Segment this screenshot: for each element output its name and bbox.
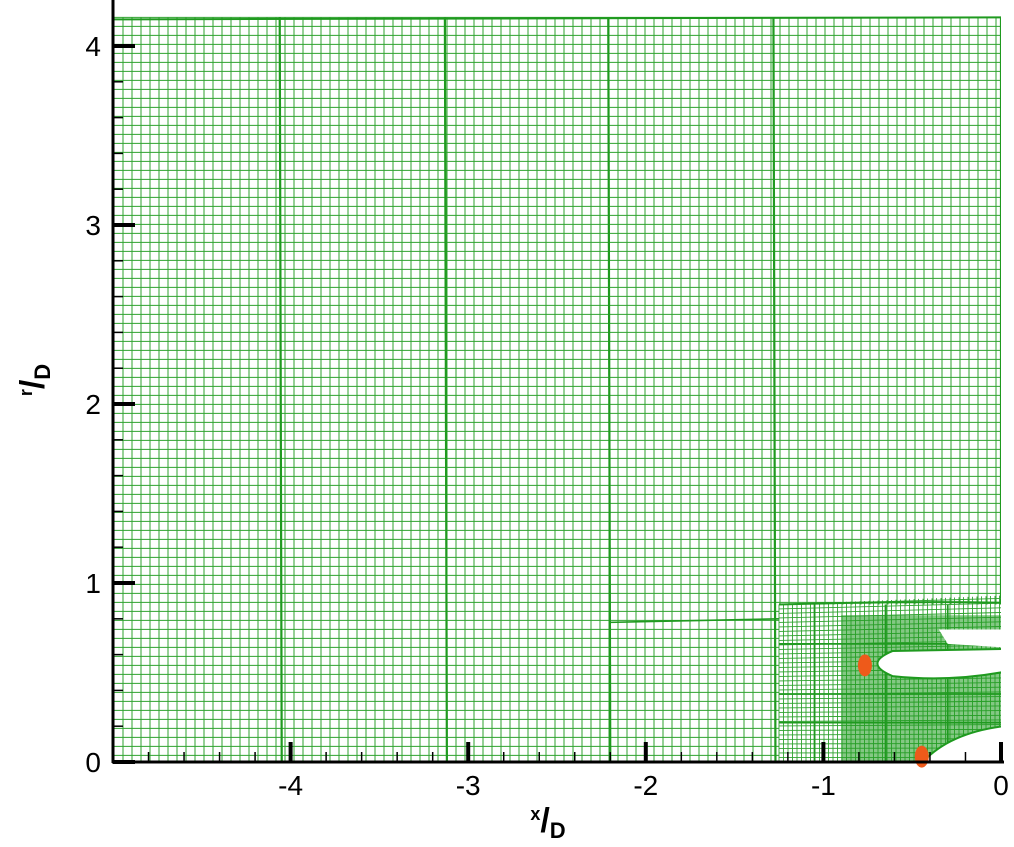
mesh-block-boundary <box>443 17 448 762</box>
y-axis-title: r/D <box>14 364 55 396</box>
y-tick-label: 4 <box>85 31 101 62</box>
x-tick-label: -2 <box>633 770 658 801</box>
y-tick-label: 1 <box>85 568 101 599</box>
x-tick-label: -3 <box>456 770 481 801</box>
fine-region-top-edge <box>778 601 1001 606</box>
x-axis-title: x/D <box>530 802 565 843</box>
y-tick-label: 2 <box>85 389 101 420</box>
highlight-marker <box>857 654 872 677</box>
body-lower-wedge <box>921 725 1001 762</box>
mesh-block-split <box>610 618 780 624</box>
y-axis-title-den: D <box>30 364 55 380</box>
x-tick-label: 0 <box>993 770 1009 801</box>
mesh-block-boundary <box>772 17 777 762</box>
mesh-top-boundary <box>113 16 1001 21</box>
y-tick-label: 0 <box>85 747 101 778</box>
y-tick-label: 3 <box>85 210 101 241</box>
body-slot <box>876 648 1001 680</box>
x-tick-label: -4 <box>278 770 303 801</box>
y-axis-title-num: r <box>16 389 36 396</box>
mesh-block-boundary <box>278 17 283 762</box>
x-axis-title-num: x <box>530 804 540 824</box>
body-upper-strip <box>938 629 1001 648</box>
x-axis-title-den: D <box>550 818 566 843</box>
y-axis-title-slash: / <box>14 379 52 389</box>
mesh-block-boundary <box>607 17 612 762</box>
fine-mesh-horizontal <box>778 607 1001 614</box>
highlight-marker <box>914 745 929 768</box>
x-axis-title-slash: / <box>540 802 550 840</box>
axes: -4 -3 -2 -1 0 0 1 2 3 4 <box>85 0 1009 801</box>
fine-mesh-horizontal <box>778 602 1001 610</box>
x-tick-label: -1 <box>811 770 836 801</box>
